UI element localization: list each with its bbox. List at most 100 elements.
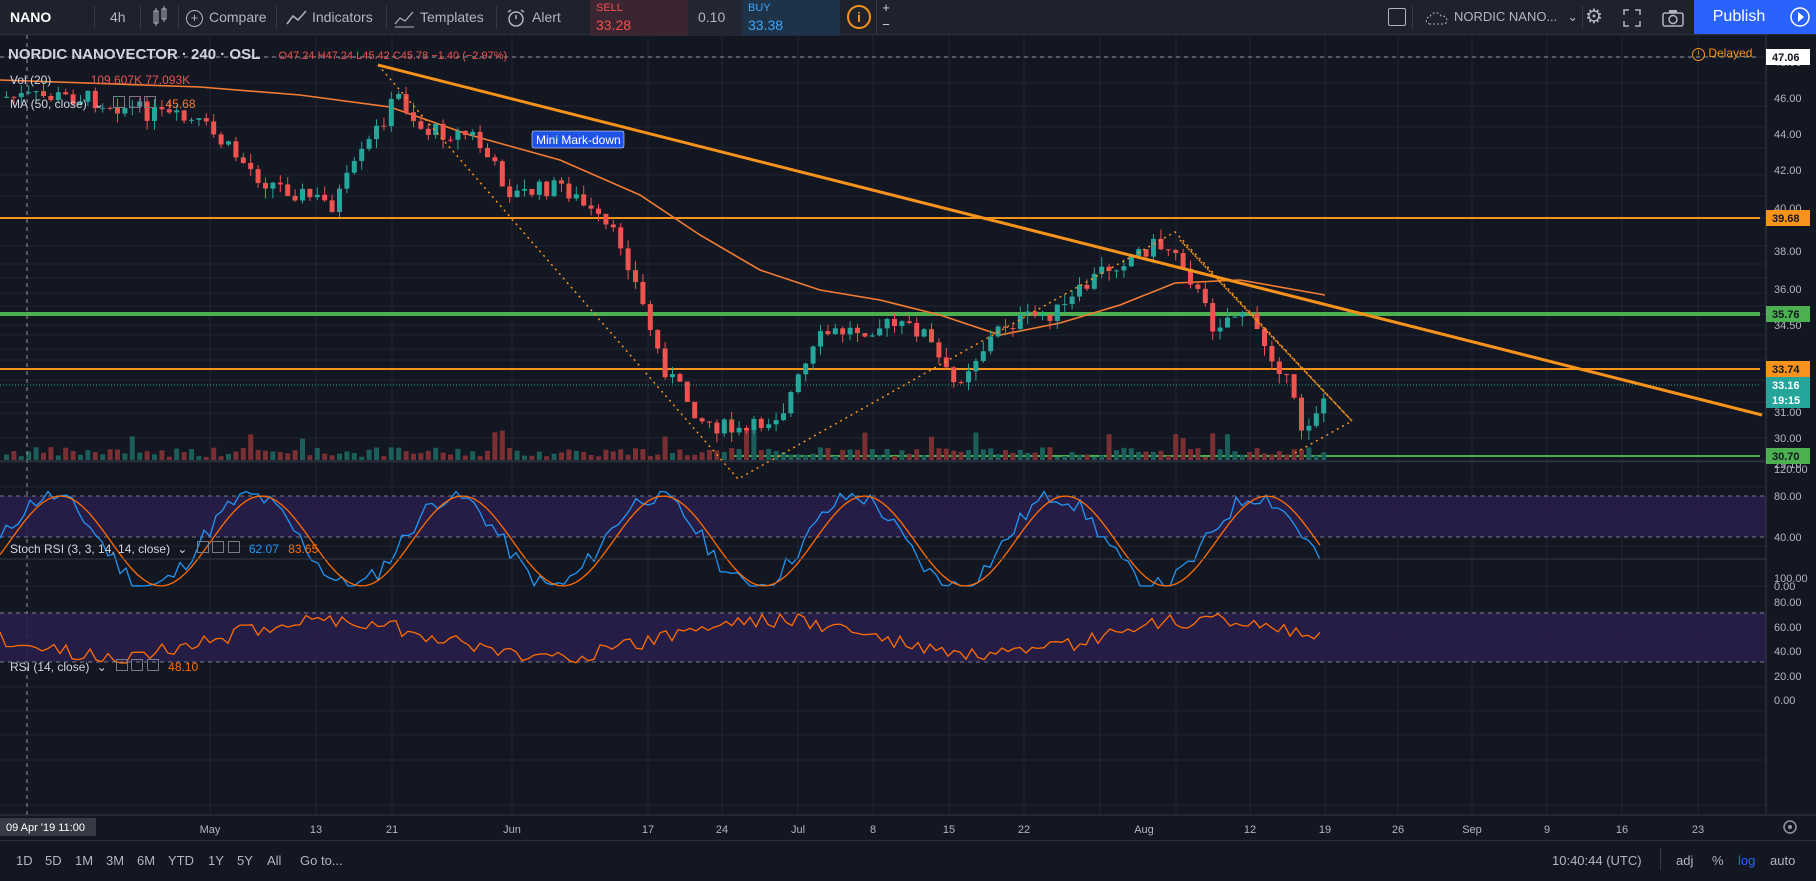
close-icon[interactable]: [144, 96, 157, 108]
candle-body: [396, 94, 402, 99]
chart-settings-icon[interactable]: [1783, 820, 1797, 834]
volume-bar: [418, 453, 424, 460]
volume-bar: [633, 448, 638, 460]
minus-icon[interactable]: −: [882, 17, 890, 32]
stoch-d-line: [0, 495, 1321, 587]
camera-icon: [1662, 10, 1684, 28]
symbol-search[interactable]: NANO: [10, 9, 52, 25]
delayed-badge[interactable]: ! Delayed: [1692, 46, 1752, 61]
eye-icon[interactable]: [196, 541, 209, 553]
symbol-title[interactable]: NORDIC NANOVECTOR · 240 · OSL: [8, 46, 261, 63]
interval-button[interactable]: 4h: [110, 9, 126, 25]
range-button-6m[interactable]: 6M: [137, 853, 156, 868]
eye-icon[interactable]: [116, 659, 129, 671]
price-axis-tick: 31.00: [1774, 407, 1802, 419]
price-tag[interactable]: [1766, 49, 1810, 65]
candle-body: [855, 327, 860, 334]
volume-bar: [196, 456, 202, 460]
range-button-5y[interactable]: 5Y: [237, 853, 253, 868]
volume-bar: [758, 449, 764, 460]
volume-bar: [929, 436, 934, 460]
clock-display[interactable]: 10:40:44 (UTC): [1552, 853, 1642, 868]
range-button-1d[interactable]: 1D: [16, 853, 33, 868]
candle-body: [1010, 328, 1016, 330]
volume-bar: [670, 453, 675, 460]
indicators-button[interactable]: Indicators: [286, 0, 373, 34]
chevron-down-icon[interactable]: ⌄: [94, 97, 105, 111]
replay-button[interactable]: [1784, 0, 1816, 34]
snapshot-button[interactable]: [1662, 0, 1684, 34]
candle-body: [751, 418, 757, 431]
chevron-down-icon[interactable]: ⌄: [96, 660, 107, 674]
chevron-down-icon[interactable]: ⌄: [177, 542, 188, 556]
volume-bar: [825, 447, 831, 460]
fullscreen-button[interactable]: [1622, 0, 1642, 34]
info-icon[interactable]: i: [847, 5, 871, 29]
volume-bar: [351, 453, 357, 460]
volume-bar: [78, 454, 83, 460]
candle-body: [1158, 238, 1164, 250]
price-tag[interactable]: [1766, 361, 1810, 377]
price-tag[interactable]: [1766, 448, 1810, 464]
goto-button[interactable]: Go to...: [300, 853, 343, 868]
candle-body: [181, 110, 187, 121]
templates-button[interactable]: Templates: [394, 0, 484, 34]
plus-icon[interactable]: +: [882, 0, 890, 15]
price-axis[interactable]: [1766, 35, 1816, 815]
candle-body: [625, 248, 631, 271]
gear-icon[interactable]: [131, 659, 144, 671]
close-icon[interactable]: [227, 541, 240, 553]
pattern-dotted-line[interactable]: [1294, 420, 1353, 454]
settings-button[interactable]: ⚙: [1585, 0, 1603, 34]
stoch-legend[interactable]: Stoch RSI (3, 3, 14, 14, close) ⌄ 62.07 …: [10, 541, 318, 556]
annotation-label-box[interactable]: [531, 130, 625, 149]
candle-body: [1195, 284, 1201, 289]
range-button-3m[interactable]: 3M: [106, 853, 125, 868]
price-axis-tick: 34.50: [1774, 320, 1802, 332]
time-axis-tick: Jun: [503, 824, 521, 836]
volume-bar: [943, 448, 949, 460]
log-toggle[interactable]: log: [1738, 853, 1755, 868]
alert-button[interactable]: Alert: [506, 0, 561, 34]
adj-toggle[interactable]: adj: [1676, 853, 1693, 868]
trend-line[interactable]: [377, 63, 1763, 417]
pattern-dotted-line[interactable]: [377, 64, 1353, 480]
time-axis-tick: 8: [870, 824, 876, 836]
rectangle-icon[interactable]: [1388, 8, 1406, 26]
chart-type-button[interactable]: [150, 0, 170, 34]
eye-icon[interactable]: [113, 96, 126, 108]
range-button-all[interactable]: All: [267, 853, 282, 868]
gear-icon[interactable]: [128, 96, 141, 108]
rsi-legend[interactable]: RSI (14, close) ⌄ 48.10: [10, 659, 198, 674]
gear-icon[interactable]: [212, 541, 225, 553]
volume-bar: [840, 449, 846, 460]
percent-toggle[interactable]: %: [1712, 853, 1724, 868]
stoch-axis-tick: 0.00: [1774, 581, 1795, 593]
auto-toggle[interactable]: auto: [1770, 853, 1795, 868]
close-icon[interactable]: [146, 659, 159, 671]
range-button-1y[interactable]: 1Y: [208, 853, 224, 868]
volume-bar: [1276, 451, 1282, 460]
price-tag[interactable]: [1766, 210, 1810, 226]
ma-legend[interactable]: MA (50, close) ⌄ 45.68: [10, 96, 196, 111]
price-tag[interactable]: [1766, 377, 1810, 393]
chart-canvas[interactable]: Mini Mark-down 48.0046.0044.0042.0040.00…: [0, 35, 1816, 840]
volume-bar: [189, 449, 194, 460]
layout-select[interactable]: NORDIC NANO... ⌄: [1424, 0, 1578, 34]
candle-body: [1121, 266, 1127, 271]
price-tag[interactable]: [1766, 306, 1810, 322]
range-button-1m[interactable]: 1M: [75, 853, 94, 868]
vol-legend[interactable]: Vol (20) 109.607K 77.093K: [10, 73, 190, 87]
toolbar-divider: [178, 6, 179, 28]
candle-body: [26, 92, 32, 94]
compare-button[interactable]: + Compare: [186, 0, 267, 34]
sell-button[interactable]: SELL 33.28: [590, 0, 688, 36]
toolbar-divider: [1660, 848, 1661, 870]
candle-body: [544, 181, 550, 197]
range-button-5d[interactable]: 5D: [45, 853, 62, 868]
price-tag[interactable]: [1766, 392, 1810, 408]
indicators-label: Indicators: [312, 9, 373, 25]
range-button-ytd[interactable]: YTD: [168, 853, 194, 868]
publish-button[interactable]: Publish: [1694, 0, 1784, 34]
buy-button[interactable]: BUY 33.38: [742, 0, 840, 36]
